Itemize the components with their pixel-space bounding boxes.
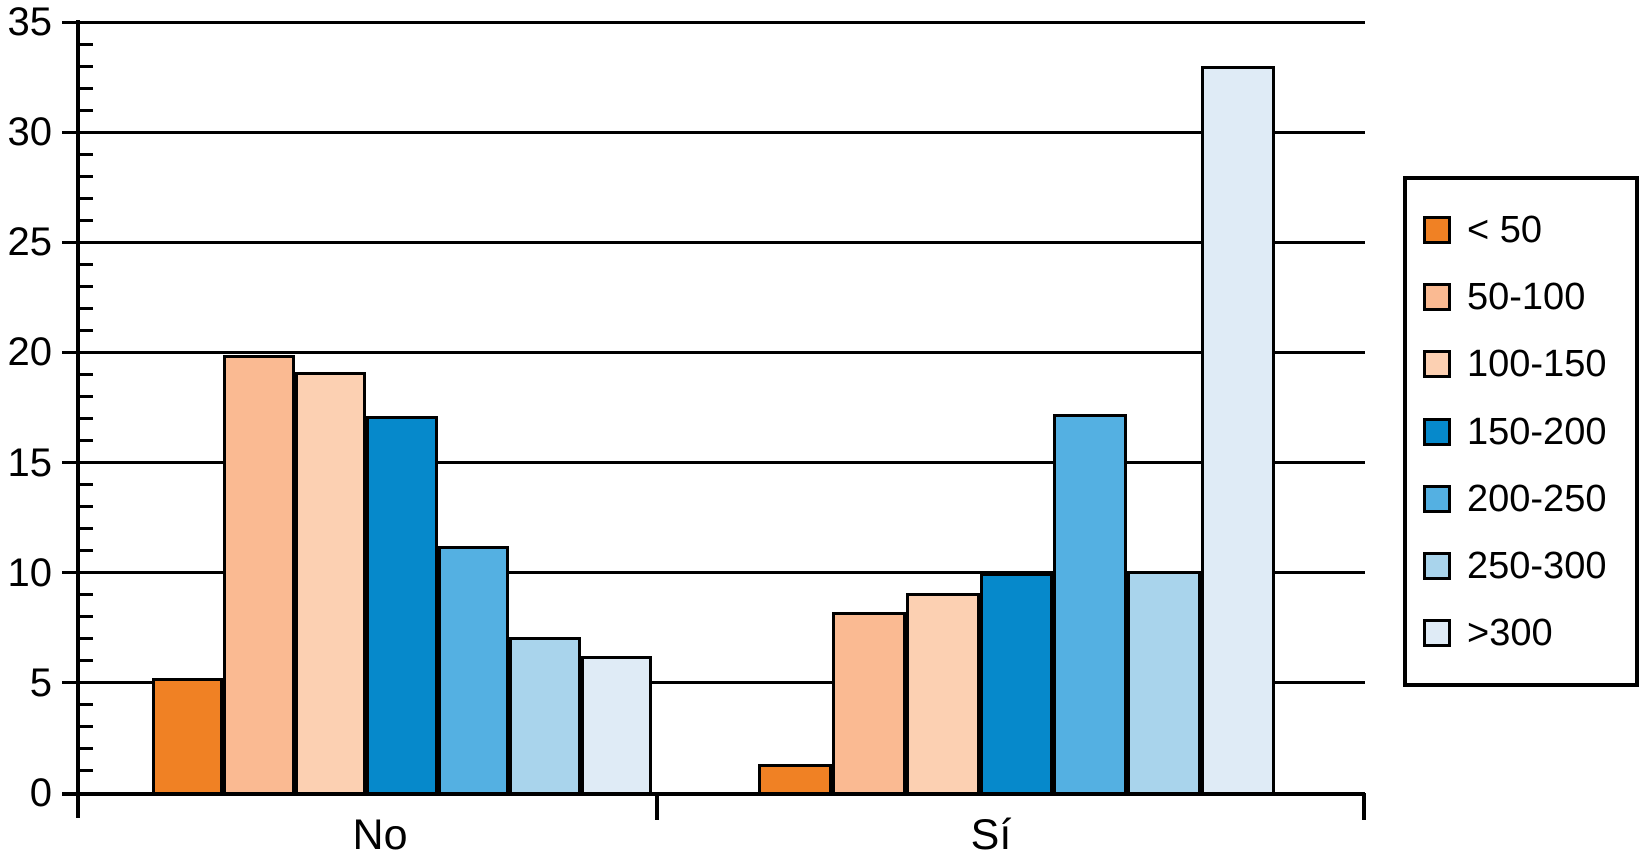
y-axis-minor-tick [78, 42, 93, 46]
legend-item->300: >300 [1423, 611, 1635, 654]
legend-item-150-200: 150-200 [1423, 410, 1635, 453]
y-axis-minor-tick [78, 306, 93, 310]
y-axis-minor-tick [78, 637, 93, 641]
y-axis-minor-tick [78, 747, 93, 751]
bar-Sí-150-200 [979, 572, 1054, 795]
y-axis-minor-tick [78, 549, 93, 553]
legend-swatch [1423, 551, 1451, 580]
y-axis-minor-tick [78, 108, 93, 112]
x-axis-tick [655, 793, 659, 820]
bar-Sí-200-250 [1053, 414, 1128, 795]
gridline [62, 20, 1365, 24]
y-axis-minor-tick [78, 527, 93, 531]
bar-No-100-150 [294, 372, 367, 795]
y-axis-minor-tick [78, 328, 93, 332]
bar-No-150-200 [366, 416, 438, 795]
legend-item-200-250: 200-250 [1423, 477, 1635, 520]
y-axis-minor-tick [78, 262, 93, 266]
legend-swatch [1423, 417, 1451, 446]
bar-No-50-100 [223, 354, 295, 795]
legend-swatch [1423, 484, 1451, 513]
y-axis-tick-label: 20 [7, 330, 53, 375]
gridline [62, 240, 1365, 244]
legend-swatch [1423, 283, 1451, 312]
y-axis-minor-tick [78, 483, 93, 487]
legend-item-100-150: 100-150 [1423, 343, 1635, 386]
gridline [62, 571, 1365, 575]
bar-Sí-50-100 [831, 612, 906, 795]
legend-label: 200-250 [1467, 477, 1607, 520]
y-axis-tick-label: 10 [7, 550, 53, 595]
gridline [62, 350, 1365, 354]
x-axis-tick [1362, 793, 1366, 820]
y-axis-minor-tick [78, 769, 93, 773]
legend-label: 50-100 [1467, 276, 1586, 319]
y-axis-minor-tick [78, 703, 93, 707]
y-axis-tick-label: 15 [7, 440, 53, 485]
legend-label: >300 [1467, 611, 1553, 654]
bar-Sí-100-150 [905, 592, 980, 795]
y-axis-minor-tick [78, 64, 93, 68]
y-axis-minor-tick [78, 218, 93, 222]
y-axis-minor-tick [78, 86, 93, 90]
y-axis-tick-label: 25 [7, 220, 53, 265]
y-axis-minor-tick [78, 659, 93, 663]
y-axis-tick-label: 30 [7, 110, 53, 155]
bar-No-250-300 [509, 636, 581, 795]
y-axis-minor-tick [78, 615, 93, 619]
legend-swatch [1423, 618, 1451, 647]
y-axis-tick-label: 5 [29, 660, 52, 705]
legend-swatch [1423, 216, 1451, 245]
legend-label: < 50 [1467, 209, 1543, 252]
legend-label: 250-300 [1467, 544, 1607, 587]
y-axis-minor-tick [78, 593, 93, 597]
y-axis-line [76, 20, 80, 818]
y-axis-minor-tick [78, 152, 93, 156]
gridline [62, 130, 1365, 134]
bar-No->300 [580, 656, 652, 795]
legend-swatch [1423, 350, 1451, 379]
y-axis-minor-tick [78, 174, 93, 178]
y-axis-tick-label: 35 [7, 0, 53, 44]
gridline [62, 461, 1365, 465]
y-axis-minor-tick [78, 394, 93, 398]
y-axis-minor-tick [78, 439, 93, 443]
legend-item-< 50: < 50 [1423, 209, 1635, 252]
x-axis-category-label: No [352, 811, 408, 859]
y-axis-minor-tick [78, 505, 93, 509]
y-axis-minor-tick [78, 196, 93, 200]
bar-Sí-< 50 [758, 764, 832, 795]
y-axis-minor-tick [78, 725, 93, 729]
legend-item-50-100: 50-100 [1423, 276, 1635, 319]
y-axis-tick-label: 0 [29, 771, 52, 815]
x-axis-category-label: Sí [970, 811, 1012, 859]
legend-item-250-300: 250-300 [1423, 544, 1635, 587]
gridline [62, 791, 1365, 796]
legend: < 50 50-100 100-150 150-200 200-250 250-300 >3… [1403, 176, 1639, 687]
y-axis-minor-tick [78, 417, 93, 420]
bar-No-< 50 [152, 678, 224, 795]
bar-No-200-250 [437, 546, 510, 795]
legend-label: 150-200 [1467, 410, 1607, 453]
legend-label: 100-150 [1467, 343, 1607, 386]
gridline [62, 681, 1365, 685]
y-axis-minor-tick [78, 372, 93, 376]
y-axis-minor-tick [78, 284, 93, 288]
bar-Sí->300 [1201, 66, 1275, 795]
bar-Sí-250-300 [1127, 570, 1202, 795]
